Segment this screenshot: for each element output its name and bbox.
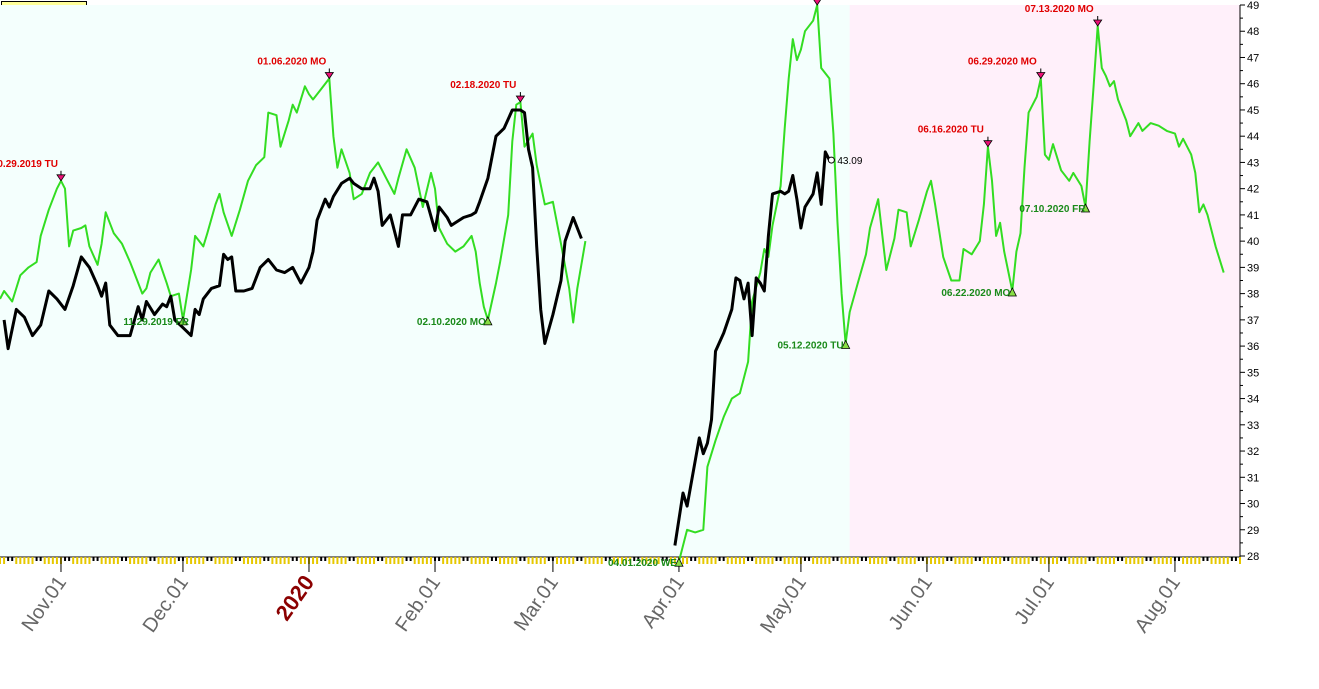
peak-marker: [324, 72, 335, 80]
y-tick-label: 38: [1247, 289, 1259, 301]
peak-label: 02.18.2020 TU: [450, 80, 516, 91]
y-tick-label: 37: [1247, 315, 1259, 327]
peak-label: 01.06.2020 MO: [257, 56, 326, 67]
trough-marker: [1007, 287, 1017, 297]
peak-marker: [813, 0, 821, 6]
peak-marker: [983, 140, 993, 148]
trough-label: 07.10.2020 FR: [1019, 204, 1086, 215]
x-tick-label: Aug.01: [1131, 572, 1185, 637]
series-layer: 43.09: [0, 4, 1225, 562]
chart-background: [0, 5, 1240, 556]
y-tick-label: 34: [1247, 394, 1259, 406]
y-tick-label: 40: [1247, 236, 1259, 248]
trough-marker: [840, 339, 851, 349]
history-region: [0, 5, 850, 556]
trough-marker: [1080, 203, 1091, 213]
price-line: [2, 108, 583, 351]
last-value-marker: [827, 156, 835, 164]
y-tick-label: 29: [1247, 525, 1259, 537]
y-tick-label: 42: [1247, 184, 1259, 196]
peak-label: 06.16.2020 TU: [918, 125, 984, 136]
trough-label: 11.29.2019 FR: [123, 317, 189, 328]
y-tick-label: 39: [1247, 262, 1259, 274]
x-tick-label: Nov.01: [18, 572, 72, 635]
y-tick-label: 28: [1247, 551, 1259, 563]
y-tick-label: 41: [1247, 210, 1259, 222]
last-value-label: 43.09: [837, 156, 862, 167]
cycle-line: [678, 4, 1225, 562]
trough-label: 05.12.2020 TU: [777, 340, 843, 351]
y-tick-label: 49: [1247, 0, 1259, 12]
peak-marker: [56, 174, 66, 182]
trough-marker: [674, 557, 684, 567]
x-tick-label: Jul.01: [1010, 572, 1059, 628]
peak-label: 06.29.2020 MO: [968, 56, 1037, 67]
peak-marker: [1036, 72, 1046, 80]
peak-label: 07.13.2020 MO: [1025, 4, 1094, 15]
x-tick-label: 2020: [271, 571, 320, 625]
peak-marker: [515, 95, 526, 103]
y-tick-label: 47: [1247, 52, 1259, 64]
x-tick-label: Mar.01: [510, 572, 563, 635]
y-tick-label: 32: [1247, 446, 1259, 458]
y-tick-label: 45: [1247, 105, 1259, 117]
trough-label: 02.10.2020 MO: [417, 317, 486, 328]
y-tick-label: 46: [1247, 79, 1259, 91]
annotation-layer: 0.29.2019 TU 11.29.2019 FR 01.06.2020 MO 02…: [0, 0, 1103, 569]
y-tick-label: 35: [1247, 367, 1259, 379]
peak-marker: [1092, 19, 1103, 27]
peak-label: 0.29.2019 TU: [0, 159, 58, 170]
y-tick-label: 31: [1247, 472, 1259, 484]
trough-label: 04.01.2020 WE: [608, 558, 677, 569]
price-line: [673, 150, 831, 546]
x-tick-label: Apr.01: [638, 572, 689, 632]
x-tick-label: Feb.01: [391, 572, 445, 636]
cycle-line: [0, 77, 587, 324]
y-axis: 28 29 30 31 32 33 34 35 36 37 38 39 40 41 42 43 44 45 46 47…: [1239, 0, 1259, 563]
y-tick-label: 44: [1247, 131, 1259, 143]
y-tick-label: 30: [1247, 499, 1259, 511]
x-tick-label: Jun.01: [885, 572, 937, 634]
y-tick-label: 33: [1247, 420, 1259, 432]
y-tick-label: 36: [1247, 341, 1259, 353]
x-tick-label: Dec.01: [139, 572, 193, 637]
trough-marker: [178, 315, 188, 326]
forecast-region: [849, 5, 1240, 556]
trough-marker: [483, 315, 493, 326]
y-tick-label: 48: [1247, 26, 1259, 38]
trough-label: 06.22.2020 MO: [941, 288, 1010, 299]
x-tick-label: May.01: [756, 572, 811, 637]
y-tick-label: 43: [1247, 157, 1259, 169]
